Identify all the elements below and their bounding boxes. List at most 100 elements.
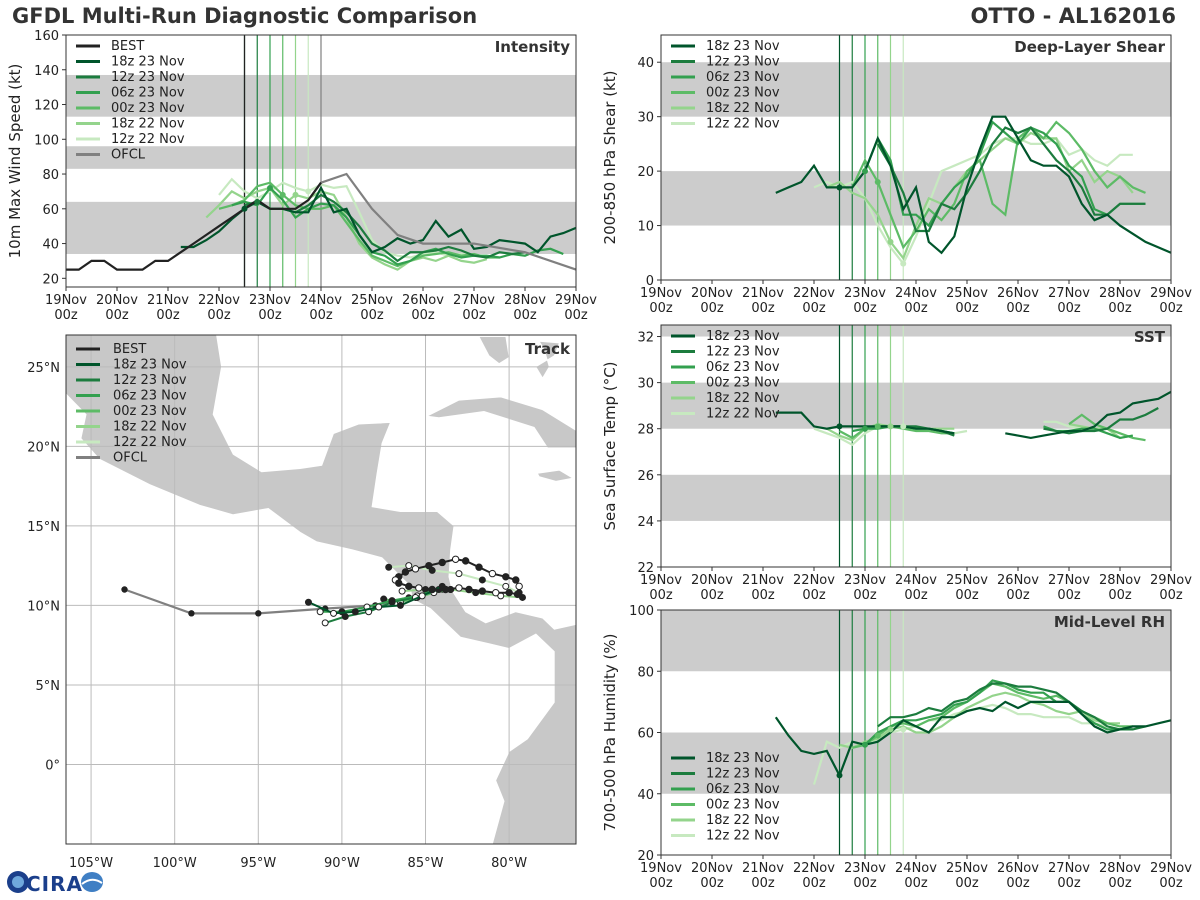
track-run-point (351, 608, 359, 616)
track-lat-label: 25°N (27, 361, 60, 376)
shear-ytick-label: 40 (637, 56, 654, 71)
intensity-ytick-label: 100 (34, 133, 59, 148)
intensity-xtick-hour-label: 00z (207, 308, 231, 323)
rh-xtick-hour-label: 00z (1159, 876, 1183, 891)
rh-xtick-day-label: 28Nov (1099, 861, 1141, 876)
shear-xtick-hour-label: 00z (853, 301, 877, 316)
rh-title: Mid-Level RH (1054, 613, 1165, 631)
rh-xtick-hour-label: 00z (802, 876, 826, 891)
sst-xtick-day-label: 25Nov (946, 573, 988, 588)
intensity-init-marker-2 (267, 184, 273, 191)
track-best-point (395, 579, 403, 587)
storm-id-title: OTTO - AL162016 (970, 4, 1176, 28)
rh-ytick-label: 20 (637, 849, 654, 864)
intensity-ytick-label: 160 (34, 29, 59, 44)
track-run-point (455, 570, 463, 578)
sst-xtick-hour-label: 00z (700, 588, 724, 603)
sst-legend-label: 00z 23 Nov (706, 376, 780, 391)
track-legend-label: 12z 23 Nov (113, 373, 187, 388)
track-lat-label: 10°N (27, 599, 60, 614)
track-lat-label: 0° (45, 758, 60, 773)
rh-init-marker-2 (862, 741, 868, 748)
track-best-point (405, 582, 413, 591)
sst-band-0 (661, 474, 1171, 521)
track-best-point (502, 573, 510, 581)
track-run-point (428, 566, 436, 574)
shear-series-2 (863, 120, 1146, 228)
intensity-series-5 (218, 177, 475, 259)
sst-ylabel: Sea Surface Temp (°C) (601, 361, 619, 530)
track-ofcl-point (121, 586, 128, 593)
intensity-series-3 (218, 181, 500, 268)
intensity-xtick-hour-label: 00z (258, 308, 282, 323)
intensity-xtick-hour-label: 00z (411, 308, 435, 323)
shear-init-marker-3 (874, 179, 881, 185)
rh-init-marker-4 (887, 726, 894, 733)
rh-ytick-label: 60 (637, 727, 654, 742)
rh-xtick-hour-label: 00z (1108, 876, 1132, 891)
cira-logo-icon (7, 871, 103, 893)
intensity-legend-label: 12z 23 Nov (111, 70, 185, 85)
sst-xtick-day-label: 21Nov (742, 573, 784, 588)
rh-series-1 (877, 682, 1146, 731)
shear-init-marker-5 (900, 260, 907, 267)
shear-init-marker-2 (862, 168, 868, 175)
map-land-2 (536, 469, 574, 482)
track-lon-label: 105°W (69, 856, 113, 871)
track-best-point (492, 588, 500, 597)
track-best-point (428, 585, 436, 594)
rh-xtick-day-label: 19Nov (640, 861, 682, 876)
sst-xtick-day-label: 26Nov (997, 573, 1039, 588)
track-frame (65, 334, 577, 845)
shear-ytick-label: 20 (637, 165, 654, 180)
sst-xtick-hour-label: 00z (1159, 588, 1183, 603)
map-land-4 (535, 340, 560, 379)
track-run-point (316, 608, 324, 616)
intensity-xtick-hour-label: 00z (156, 308, 180, 323)
shear-xtick-hour-label: 00z (802, 301, 826, 316)
rh-band-1 (661, 610, 1171, 672)
rh-xtick-day-label: 26Nov (997, 861, 1039, 876)
rh-legend-label: 12z 23 Nov (706, 767, 780, 782)
shear-xtick-hour-label: 00z (1006, 301, 1030, 316)
shear-legend-label: 12z 22 Nov (706, 117, 780, 132)
shear-init-marker-4 (887, 238, 894, 245)
intensity-xtick-hour-label: 00z (513, 308, 537, 323)
intensity-series-best (66, 182, 322, 271)
sst-legend-label: 18z 22 Nov (706, 391, 780, 406)
rh-band-0 (661, 732, 1171, 794)
track-best-point (465, 585, 473, 594)
intensity-init-marker-1 (254, 198, 261, 205)
intensity-xtick-day-label: 21Nov (147, 293, 189, 308)
sst-ytick-label: 24 (637, 515, 654, 530)
track-best-point (441, 585, 450, 594)
sst-xtick-hour-label: 00z (751, 588, 775, 603)
track-best-point (415, 584, 423, 592)
shear-ytick-label: 30 (637, 111, 654, 126)
intensity-xtick-day-label: 19Nov (45, 293, 87, 308)
rh-xtick-hour-label: 00z (1057, 876, 1081, 891)
sst-xtick-hour-label: 00z (1108, 588, 1132, 603)
rh-xtick-hour-label: 00z (649, 876, 673, 891)
rh-legend-label: 06z 23 Nov (706, 782, 780, 797)
track-legend-label: 12z 22 Nov (113, 435, 187, 450)
intensity-xtick-hour-label: 00z (462, 308, 486, 323)
shear-xtick-day-label: 29Nov (1150, 286, 1192, 301)
intensity-xtick-day-label: 24Nov (300, 293, 342, 308)
rh-xtick-hour-label: 00z (700, 876, 724, 891)
sst-panel: 19Nov00z20Nov00z21Nov00z22Nov00z23Nov00z… (601, 324, 1192, 603)
rh-legend-label: 00z 23 Nov (706, 798, 780, 813)
track-best-point (411, 565, 420, 573)
sst-ytick-label: 22 (637, 561, 654, 576)
shear-xtick-day-label: 27Nov (1048, 286, 1090, 301)
track-run-point (418, 592, 426, 600)
shear-xtick-hour-label: 00z (955, 301, 979, 316)
shear-xtick-day-label: 25Nov (946, 286, 988, 301)
track-best-point (475, 563, 483, 571)
sst-band-2 (661, 325, 1171, 337)
shear-series-1 (876, 126, 1146, 233)
sst-xtick-hour-label: 00z (1006, 588, 1030, 603)
sst-xtick-day-label: 23Nov (844, 573, 886, 588)
sst-init-marker-4 (887, 423, 894, 430)
intensity-xtick-hour-label: 00z (105, 308, 129, 323)
